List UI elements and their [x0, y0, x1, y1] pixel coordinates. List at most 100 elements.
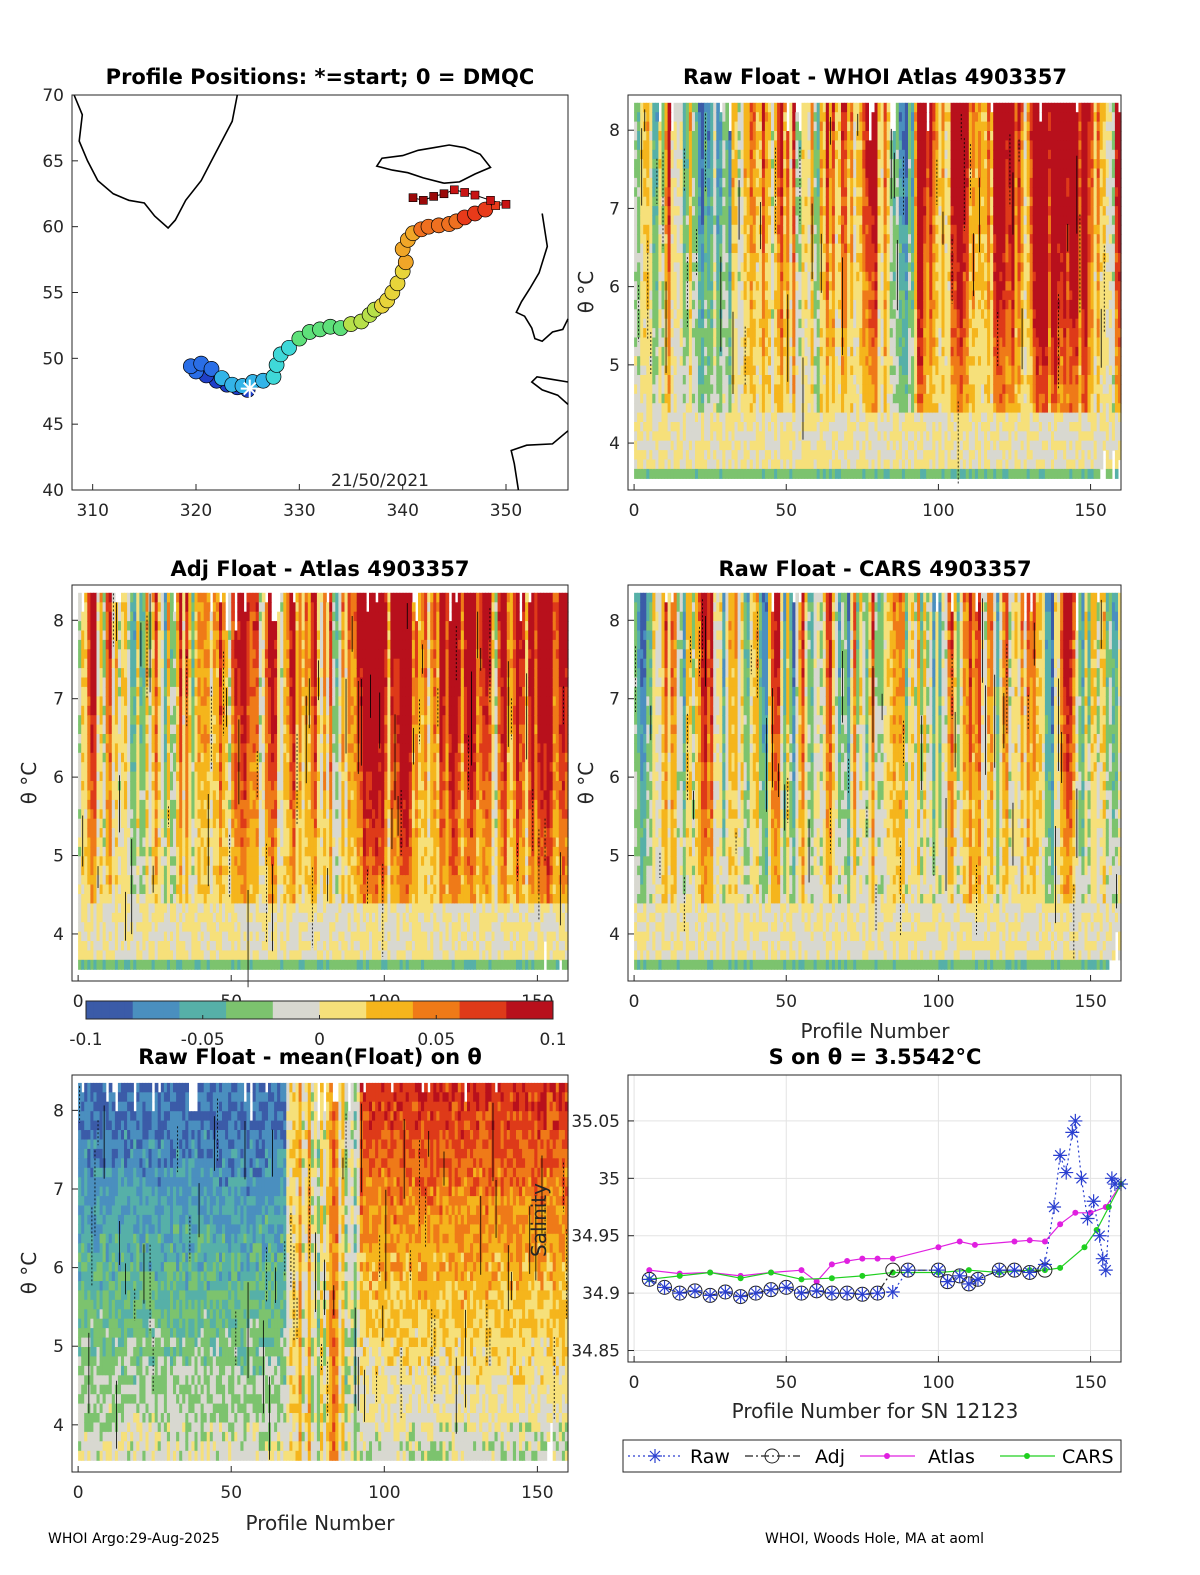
heatmap-cell: [652, 328, 656, 338]
heatmap-cell: [680, 103, 684, 113]
map-ytick-label: 60: [42, 218, 64, 238]
heatmap-cell: [841, 187, 845, 197]
heatmap-cell: [756, 356, 760, 366]
heatmap-cell: [826, 460, 830, 470]
heatmap-cell: [735, 347, 739, 357]
heatmap-cell: [750, 169, 754, 179]
heatmap-cell: [996, 460, 1000, 470]
heatmap-cell: [786, 140, 790, 150]
heatmap-cell: [878, 234, 882, 244]
heatmap-cell: [920, 300, 924, 310]
heatmap-cell: [728, 244, 732, 254]
heatmap-cell: [637, 244, 641, 254]
heatmap-cell: [814, 281, 818, 291]
heatmap-cell: [692, 216, 696, 226]
heatmap-cell: [868, 356, 872, 366]
heatmap-cell: [701, 413, 705, 423]
heatmap-cell: [814, 169, 818, 179]
heatmap-cell: [938, 103, 942, 113]
heatmap-cell: [652, 338, 656, 348]
heatmap-cell: [820, 112, 824, 122]
heatmap-cell: [771, 281, 775, 291]
heatmap-cell: [744, 431, 748, 441]
heatmap-cell: [847, 216, 851, 226]
heatmap-cell: [814, 328, 818, 338]
profile-position-marker: [398, 255, 413, 270]
heatmap-cell: [996, 178, 1000, 188]
heatmap-cell: [783, 103, 787, 113]
heatmap-cell: [954, 216, 958, 226]
heatmap-cell: [911, 441, 915, 451]
heatmap-cell: [926, 159, 930, 169]
heatmap-cell: [884, 469, 888, 479]
heatmap-cell: [643, 469, 647, 479]
heatmap-cell: [890, 309, 894, 319]
heatmap-cell: [652, 216, 656, 226]
heatmap-cell: [926, 469, 930, 479]
heatmap-cell: [878, 131, 882, 141]
heatmap-cell: [665, 103, 669, 113]
heatmap-cell: [932, 384, 936, 394]
heatmap-cell: [652, 422, 656, 432]
heatmap-cell: [707, 422, 711, 432]
heatmap-cell: [792, 309, 796, 319]
heatmap-cell: [890, 244, 894, 254]
heatmap-cell: [686, 394, 690, 404]
heatmap-cell: [792, 431, 796, 441]
heatmap-cell: [765, 206, 769, 216]
heatmap-cell: [975, 460, 979, 470]
heatmap-cell: [826, 103, 830, 113]
heatmap-cell: [777, 403, 781, 413]
heatmap-cell: [975, 131, 979, 141]
heatmap-cell: [652, 450, 656, 460]
heatmap-cell: [637, 206, 641, 216]
heatmap-cell: [792, 159, 796, 169]
heatmap-cell: [981, 413, 985, 423]
heatmap-cell: [735, 234, 739, 244]
heatmap-cell: [884, 178, 888, 188]
heatmap-cell: [990, 272, 994, 282]
heatmap-cell: [960, 366, 964, 376]
heatmap-cell: [725, 112, 729, 122]
heatmap-cell: [920, 281, 924, 291]
heatmap-cell: [1002, 450, 1006, 460]
heatmap-cell: [954, 225, 958, 235]
heatmap-cell: [868, 422, 872, 432]
heatmap-cell: [920, 262, 924, 272]
heatmap-cell: [826, 319, 830, 329]
heatmap-cell: [777, 413, 781, 423]
heatmap-cell: [728, 403, 732, 413]
heatmap-cell: [665, 150, 669, 160]
heatmap-cell: [652, 140, 656, 150]
heatmap-cell: [975, 187, 979, 197]
heatmap-cell: [996, 422, 1000, 432]
heatmap-cell: [884, 450, 888, 460]
heatmap-cell: [777, 375, 781, 385]
heatmap-cell: [652, 103, 656, 113]
map-ytick-label: 45: [42, 415, 64, 435]
heatmap-cell: [701, 403, 705, 413]
heatmap-cell: [862, 450, 866, 460]
heatmap-cell: [808, 234, 812, 244]
heatmap-cell: [674, 225, 678, 235]
heatmap-cell: [765, 431, 769, 441]
heatmap-cell: [884, 187, 888, 197]
heatmap-cell: [686, 366, 690, 376]
heatmap-cell: [954, 394, 958, 404]
heatmap-cell: [756, 431, 760, 441]
heatmap-cell: [911, 366, 915, 376]
heatmap-cell: [713, 234, 717, 244]
heatmap-cell: [637, 319, 641, 329]
heatmap-cell: [652, 375, 656, 385]
heatmap-cell: [862, 413, 866, 423]
heatmap-cell: [707, 159, 711, 169]
heatmap-cell: [686, 244, 690, 254]
heatmap-cell: [920, 234, 924, 244]
heatmap-cell: [735, 319, 739, 329]
heatmap-cell: [975, 253, 979, 263]
heatmap-cell: [969, 366, 973, 376]
heatmap-cell: [948, 338, 952, 348]
heatmap-cell: [868, 450, 872, 460]
heatmap-cell: [868, 187, 872, 197]
heatmap-cell: [756, 216, 760, 226]
